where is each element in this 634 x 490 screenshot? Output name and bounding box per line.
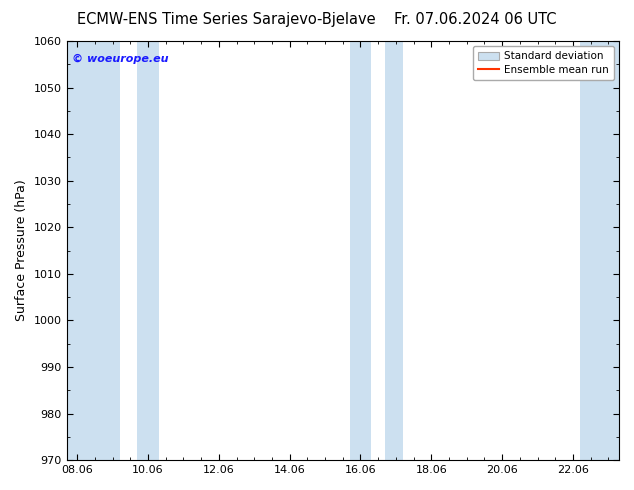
Y-axis label: Surface Pressure (hPa): Surface Pressure (hPa) (15, 180, 28, 321)
Text: ECMW-ENS Time Series Sarajevo-Bjelave    Fr. 07.06.2024 06 UTC: ECMW-ENS Time Series Sarajevo-Bjelave Fr… (77, 12, 557, 27)
Bar (67, 41, 120, 460)
Text: © woeurope.eu: © woeurope.eu (72, 53, 169, 64)
Bar (350, 41, 371, 460)
Bar (580, 41, 619, 460)
Bar (138, 41, 158, 460)
Legend: Standard deviation, Ensemble mean run: Standard deviation, Ensemble mean run (472, 46, 614, 80)
Bar (385, 41, 403, 460)
